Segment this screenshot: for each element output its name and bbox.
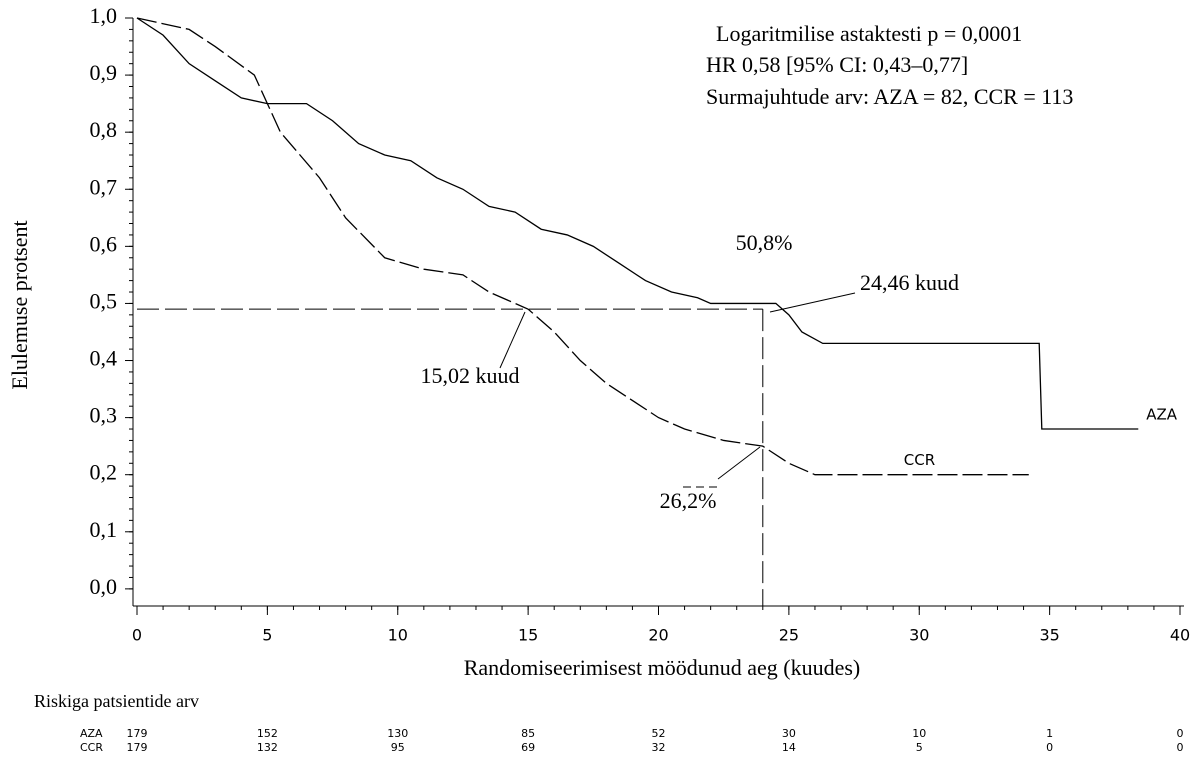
pointer [717,446,761,480]
risk-value: 179 [127,741,148,754]
series-label: CCR [904,451,935,469]
risk-value: 85 [521,727,535,740]
risk-table-title: Riskiga patsientide arv [34,691,199,711]
y-tick-label: 0,9 [90,60,118,85]
risk-value: 130 [387,727,408,740]
risk-value: 30 [782,727,796,740]
x-tick-label: 5 [262,626,272,645]
risk-value: 5 [916,741,923,754]
pointer [769,292,856,313]
x-tick-label: 30 [909,626,929,645]
y-tick-label: 0,5 [90,288,118,313]
risk-value: 10 [912,727,926,740]
y-tick-label: 0,6 [90,231,118,256]
risk-value: 32 [652,741,666,754]
annotation: 26,2% [660,488,717,513]
annotation: 15,02 kuud [421,363,520,388]
stat-line: Logaritmilise astaktesti p = 0,0001 [716,21,1022,46]
y-tick-label: 0,0 [90,574,118,599]
y-tick-label: 0,4 [90,346,118,371]
risk-row-name: CCR [80,741,103,754]
y-axis-title: Elulemuse protsent [7,220,32,389]
risk-value: 69 [521,741,535,754]
risk-value: 52 [652,727,666,740]
x-tick-label: 20 [648,626,668,645]
series-label: AZA [1146,406,1178,424]
pointer [499,311,526,369]
x-axis-title: Randomiseerimisest möödunud aeg (kuudes) [464,655,861,680]
km-curve [136,17,1029,476]
risk-value: 0 [1177,727,1184,740]
risk-value: 179 [127,727,148,740]
x-tick-label: 15 [518,626,538,645]
annotation: 24,46 kuud [860,270,959,295]
risk-value: 14 [782,741,796,754]
risk-value: 132 [257,741,278,754]
y-tick-label: 0,1 [90,517,118,542]
risk-value: 0 [1177,741,1184,754]
km-curve [136,17,1139,430]
stat-line: HR 0,58 [95% CI: 0,43–0,77] [706,52,968,77]
risk-value: 0 [1046,741,1053,754]
annotation: 50,8% [736,230,793,255]
x-tick-label: 10 [388,626,408,645]
y-tick-label: 0,2 [90,460,118,485]
y-tick-label: 0,7 [90,174,118,199]
x-tick-label: 40 [1170,626,1190,645]
risk-value: 1 [1046,727,1053,740]
y-tick-label: 0,8 [90,117,118,142]
y-tick-label: 1,0 [90,3,118,28]
x-tick-label: 35 [1039,626,1059,645]
x-tick-label: 25 [779,626,799,645]
stat-line: Surmajuhtude arv: AZA = 82, CCR = 113 [706,84,1073,109]
risk-value: 95 [391,741,405,754]
x-tick-label: 0 [132,626,142,645]
risk-value: 152 [257,727,278,740]
y-tick-label: 0,3 [90,403,118,428]
risk-row-name: AZA [80,727,103,740]
